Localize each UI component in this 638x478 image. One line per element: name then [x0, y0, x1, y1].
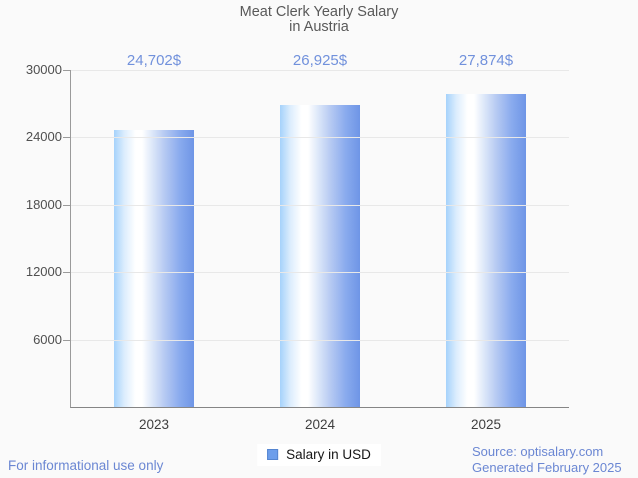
y-tick-mark [63, 272, 71, 274]
y-tick-label: 24000 [25, 129, 62, 145]
generated-text: Generated February 2025 [472, 459, 622, 475]
category-column-2024: 26,925$ 2024 [237, 53, 403, 432]
gridline [71, 272, 569, 274]
y-tick-mark [63, 204, 71, 206]
bar-2024 [280, 104, 360, 407]
y-axis: 6000 12000 18000 24000 30000 [0, 62, 62, 407]
y-tick-mark [63, 70, 71, 71]
x-tick-label-2025: 2025 [470, 417, 502, 432]
y-tick-mark [63, 137, 71, 139]
source-block: Source: optisalary.com Generated Februar… [472, 444, 622, 475]
y-tick-label: 30000 [25, 62, 62, 77]
y-tick-label: 12000 [25, 264, 62, 280]
disclaimer-text: For informational use only [8, 458, 164, 473]
y-tick-label: 6000 [33, 331, 62, 347]
legend-label: Salary in USD [286, 447, 371, 462]
y-tick-label: 18000 [25, 196, 62, 212]
y-tick-mark [63, 339, 71, 341]
gridline [71, 204, 569, 206]
x-tick-label-2024: 2024 [304, 417, 336, 432]
chart-title-line1: Meat Clerk Yearly Salary [239, 4, 399, 20]
gridline [71, 70, 569, 71]
bar-2025 [446, 93, 526, 407]
legend-swatch-icon [267, 449, 279, 460]
bar-columns: 24,702$ 2023 26,925$ 2024 27,874$ 2025 [71, 53, 569, 432]
value-label-2023: 24,702$ [126, 52, 182, 69]
plot-area: 24,702$ 2023 26,925$ 2024 27,874$ 2025 [63, 53, 569, 432]
source-text: Source: optisalary.com [472, 444, 604, 459]
category-column-2025: 27,874$ 2025 [403, 53, 569, 432]
chart-title: Meat Clerk Yearly Salary in Austria [0, 5, 638, 35]
chart-title-line2: in Austria [289, 19, 349, 35]
value-label-2024: 26,925$ [292, 52, 348, 69]
x-tick-label-2023: 2023 [138, 417, 170, 432]
gridline [71, 137, 569, 139]
bar-2023 [114, 129, 194, 407]
value-label-2025: 27,874$ [458, 52, 514, 69]
category-column-2023: 24,702$ 2023 [71, 53, 237, 432]
legend-item-salary[interactable]: Salary in USD [257, 444, 381, 466]
gridline [71, 339, 569, 341]
